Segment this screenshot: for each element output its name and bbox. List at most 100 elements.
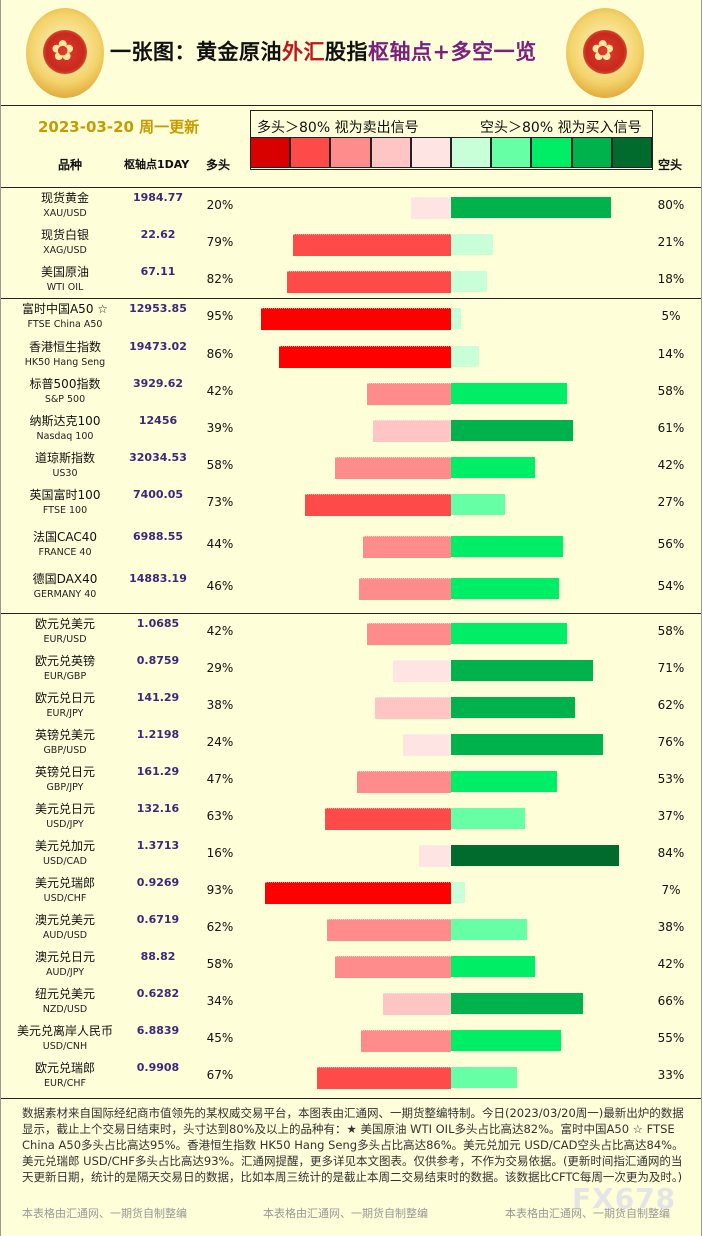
table-row: 香港恒生指数 HK50 Hang Seng 19473.02 86% 14% (0, 338, 702, 375)
instrument-name: 香港恒生指数 HK50 Hang Seng (10, 340, 120, 370)
long-bar (335, 457, 451, 479)
footer-note: 数据素材来自国际经纪商市值领先的某权威交易平台，本图表由汇通网、一期货整编特制。… (22, 1106, 684, 1184)
table-row: 欧元兑日元 EUR/JPY 141.29 38% 62% (0, 689, 702, 726)
instrument-name: 美元兑瑞郎 USD/CHF (10, 876, 120, 906)
long-percent: 82% (206, 272, 234, 286)
long-bar (359, 578, 451, 600)
instrument-en: US30 (52, 468, 78, 479)
short-percent: 71% (657, 661, 685, 675)
long-bar (327, 919, 451, 941)
pivot-value: 32034.53 (129, 451, 187, 464)
long-bar (375, 697, 451, 719)
table-row: 法国CAC40 FRANCE 40 6988.55 44% 56% (0, 528, 702, 565)
col-header-long: 多头 (206, 158, 231, 172)
col-header-pivot: 枢轴点1DAY (124, 158, 190, 171)
instrument-en: EUR/CHF (44, 1078, 86, 1089)
short-bar (451, 882, 465, 903)
short-bar (451, 420, 573, 441)
instrument-cn: 英镑兑日元 (34, 765, 95, 779)
instrument-en: NZD/USD (42, 1004, 88, 1015)
instrument-cn: 富时中国A50 ☆ (21, 302, 109, 316)
long-bar (305, 494, 451, 516)
instrument-en: USD/CAD (43, 856, 87, 867)
instrument-cn: 澳元兑日元 (34, 950, 95, 964)
credit-left: 本表格由汇通网、一期货自制整编 (22, 1207, 187, 1220)
legend-left-text: 多头＞80% 视为卖出信号 (257, 120, 419, 136)
instrument-en: GBP/JPY (46, 782, 84, 793)
table-row: 现货黄金 XAU/USD 1984.77 20% 80% (0, 189, 702, 226)
instrument-cn: 纳斯达克100 (29, 414, 101, 428)
instrument-name: 现货白银 XAG/USD (10, 228, 120, 258)
short-percent: 7% (661, 883, 681, 897)
instrument-name: 标普500指数 S&P 500 (10, 377, 120, 407)
divider-bottom (0, 1098, 702, 1099)
page-title: 一张图：黄金原油外汇股指枢轴点+多空一览 (110, 39, 537, 64)
pivot-value: 7400.05 (132, 488, 184, 501)
long-bar (317, 1067, 451, 1089)
pivot-value: 132.16 (136, 802, 180, 815)
legend-swatch (250, 137, 291, 168)
pivot-value: 88.82 (140, 950, 176, 963)
long-percent: 46% (206, 579, 234, 593)
pivot-value: 0.6719 (136, 913, 180, 926)
instrument-en: FTSE 100 (42, 505, 88, 516)
short-bar (451, 771, 557, 792)
pivot-value: 1984.77 (132, 191, 184, 204)
long-percent: 79% (206, 235, 234, 249)
legend-swatch (531, 137, 572, 168)
short-bar (451, 346, 479, 367)
short-percent: 56% (657, 537, 685, 551)
table-row: 德国DAX40 GERMANY 40 14883.19 46% 54% (0, 570, 702, 607)
divider-indices (0, 613, 702, 614)
table-row: 美元兑日元 USD/JPY 132.16 63% 37% (0, 800, 702, 837)
short-percent: 18% (657, 272, 685, 286)
short-percent: 27% (657, 495, 685, 509)
instrument-name: 道琼斯指数 US30 (10, 451, 120, 481)
pivot-value: 161.29 (136, 765, 180, 778)
table-row: 富时中国A50 ☆ FTSE China A50 12953.85 95% 5% (0, 300, 702, 337)
table-row: 美元兑加元 USD/CAD 1.3713 16% 84% (0, 837, 702, 874)
left-logo-icon (26, 8, 104, 98)
instrument-cn: 标普500指数 (29, 377, 101, 391)
instrument-cn: 美元兑日元 (34, 802, 95, 816)
short-percent: 21% (657, 235, 685, 249)
divider-top (0, 187, 702, 188)
short-bar (451, 623, 567, 644)
long-bar (411, 197, 451, 219)
long-percent: 47% (206, 772, 234, 786)
short-bar (451, 919, 527, 940)
instrument-name: 欧元兑英镑 EUR/GBP (10, 654, 120, 684)
short-bar (451, 494, 505, 515)
table-row: 美元兑瑞郎 USD/CHF 0.9269 93% 7% (0, 874, 702, 911)
long-bar (373, 420, 451, 442)
legend-swatch (491, 137, 532, 168)
long-bar (293, 234, 451, 256)
table-row: 纳斯达克100 Nasdaq 100 12456 39% 61% (0, 412, 702, 449)
left-border (0, 0, 1, 1236)
legend-swatch (290, 137, 331, 168)
table-row: 英国富时100 FTSE 100 7400.05 73% 27% (0, 486, 702, 523)
long-bar (279, 346, 451, 368)
instrument-en: XAU/USD (43, 208, 87, 219)
long-percent: 58% (206, 458, 234, 472)
pivot-value: 19473.02 (129, 340, 187, 353)
instrument-cn: 澳元兑美元 (34, 913, 95, 927)
instrument-cn: 美元兑离岸人民币 (16, 1024, 113, 1038)
short-bar (451, 734, 603, 755)
pivot-value: 141.29 (136, 691, 180, 704)
long-percent: 95% (206, 309, 234, 323)
short-percent: 61% (657, 421, 685, 435)
table-row: 欧元兑英镑 EUR/GBP 0.8759 29% 71% (0, 652, 702, 689)
table-row: 澳元兑日元 AUD/JPY 88.82 58% 42% (0, 948, 702, 985)
instrument-cn: 道琼斯指数 (34, 451, 95, 465)
instrument-cn: 美元兑瑞郎 (34, 876, 95, 890)
long-percent: 34% (206, 994, 234, 1008)
instrument-cn: 纽元兑美元 (34, 987, 95, 1001)
instrument-name: 澳元兑美元 AUD/USD (10, 913, 120, 943)
header: 一张图：黄金原油外汇股指枢轴点+多空一览 (0, 0, 702, 106)
long-bar (403, 734, 451, 756)
instrument-name: 英国富时100 FTSE 100 (10, 488, 120, 518)
short-percent: 5% (661, 309, 681, 323)
instrument-en: AUD/JPY (45, 967, 85, 978)
instrument-en: EUR/USD (43, 634, 87, 645)
